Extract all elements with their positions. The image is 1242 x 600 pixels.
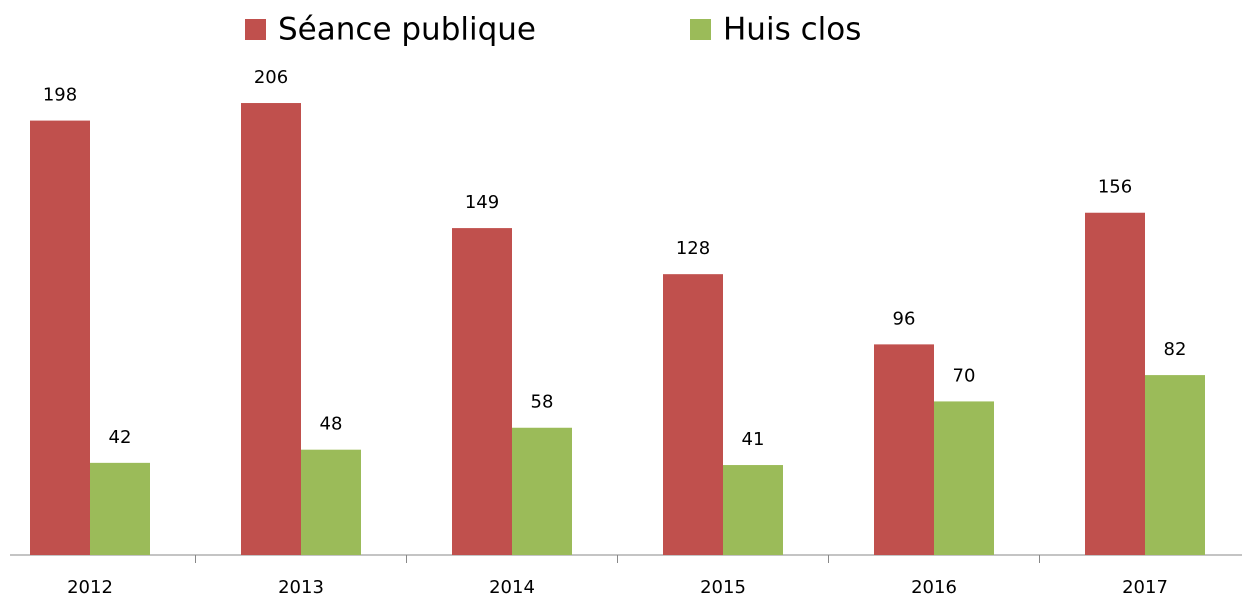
legend-swatch — [690, 19, 711, 40]
x-tick-label: 2017 — [1122, 577, 1168, 598]
x-tick-label: 2013 — [278, 577, 324, 598]
data-label: 70 — [953, 365, 976, 386]
bar — [301, 449, 361, 555]
x-tick-label: 2014 — [489, 577, 535, 598]
x-tick-label: 2016 — [911, 577, 957, 598]
data-label: 96 — [893, 308, 916, 329]
data-label: 206 — [254, 67, 288, 88]
bar — [723, 465, 783, 555]
data-label: 58 — [531, 392, 554, 413]
bar — [1085, 212, 1145, 555]
data-label: 149 — [465, 192, 499, 213]
legend-swatch — [245, 19, 266, 40]
data-label: 198 — [43, 85, 77, 106]
data-label: 41 — [742, 429, 765, 450]
bar — [934, 401, 994, 555]
data-label: 42 — [109, 427, 132, 448]
x-tick-label: 2015 — [700, 577, 746, 598]
data-label: 128 — [676, 238, 710, 259]
bar — [90, 462, 150, 555]
bar — [241, 103, 301, 555]
data-label: 156 — [1098, 177, 1132, 198]
bar — [874, 344, 934, 555]
bar — [1145, 375, 1205, 555]
legend-label: Huis clos — [723, 12, 861, 48]
data-label: 48 — [320, 414, 343, 435]
bar — [30, 120, 90, 555]
data-label: 82 — [1164, 339, 1187, 360]
bar — [452, 228, 512, 555]
x-tick-label: 2012 — [67, 577, 113, 598]
bar — [512, 427, 572, 555]
legend-label: Séance publique — [278, 12, 536, 48]
bar — [663, 274, 723, 555]
